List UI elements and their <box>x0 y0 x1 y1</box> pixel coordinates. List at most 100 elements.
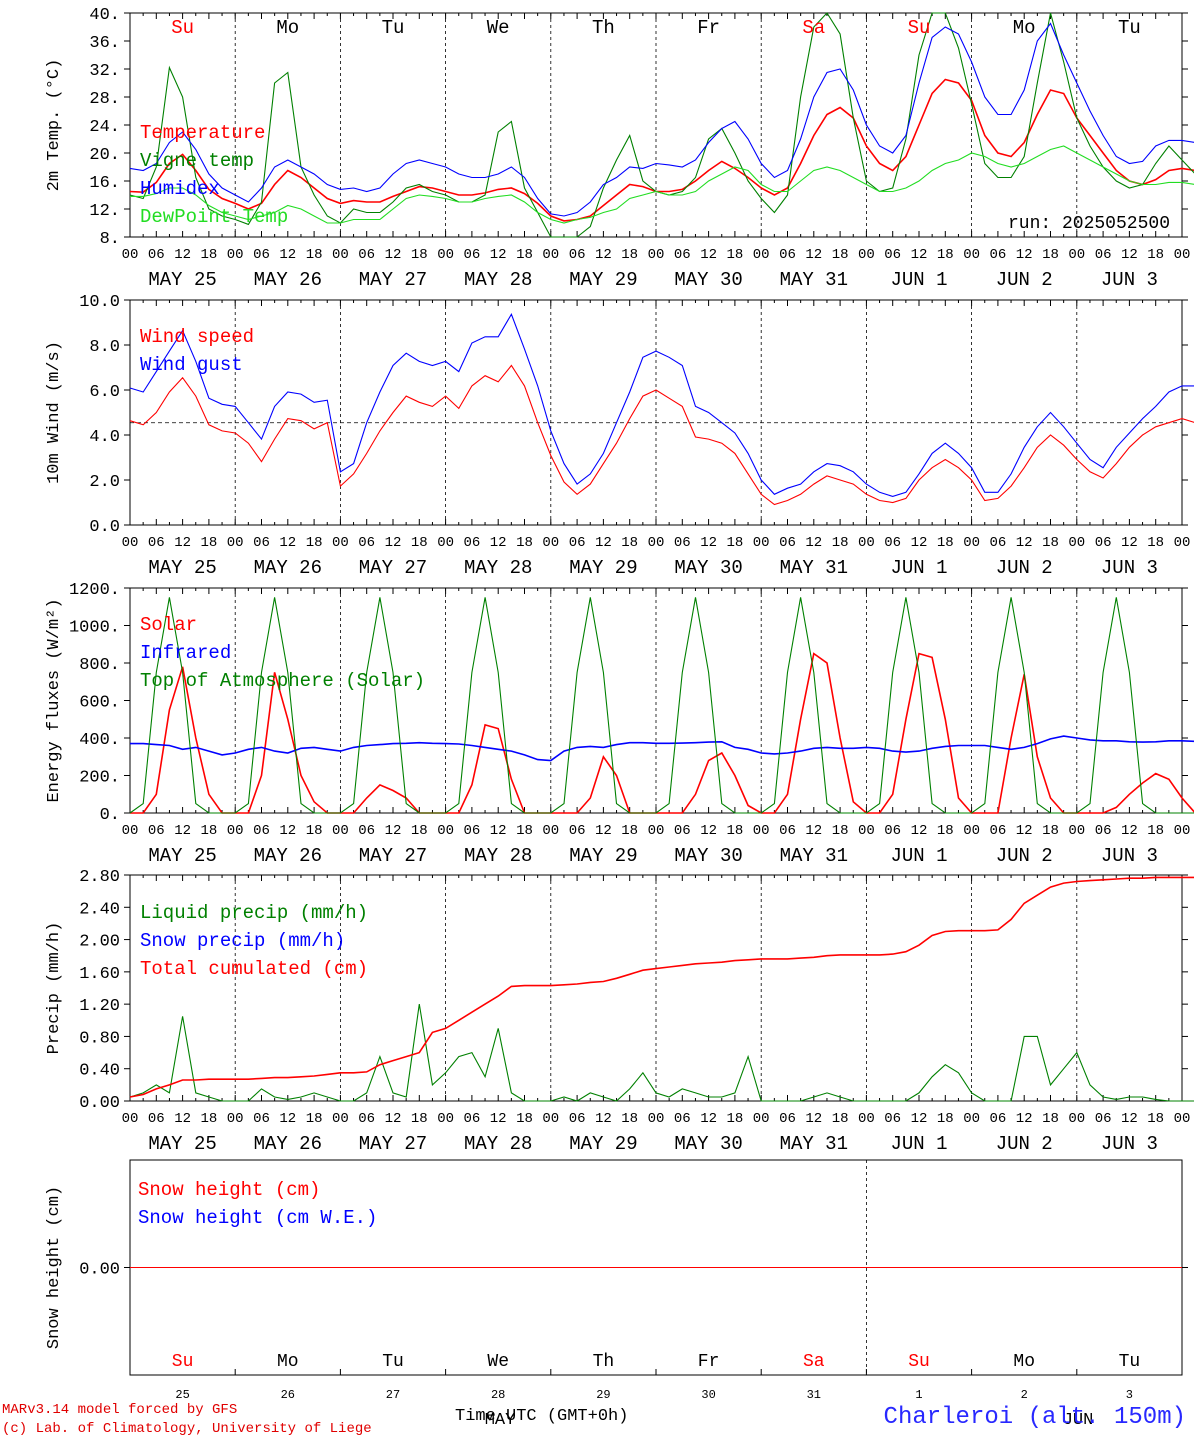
legend-entry: Solar <box>140 614 197 636</box>
hour-label: 18 <box>726 823 743 839</box>
series-line-solar <box>130 652 1194 814</box>
hour-label: 12 <box>279 535 296 551</box>
day-number-label: 26 <box>281 1388 295 1402</box>
hour-label: 00 <box>753 1111 770 1127</box>
plot-frame-temp <box>129 12 1183 238</box>
hour-label: 00 <box>332 247 349 263</box>
hour-label: 12 <box>174 823 191 839</box>
hour-label: 18 <box>411 823 428 839</box>
hour-label: 18 <box>1147 823 1164 839</box>
hour-label: 00 <box>542 823 559 839</box>
hour-label: 18 <box>411 535 428 551</box>
day-of-week-label-bottom: Su <box>172 1352 194 1372</box>
hour-label: 18 <box>1042 823 1059 839</box>
date-label: MAY 27 <box>359 845 427 867</box>
date-label: MAY 29 <box>569 557 637 579</box>
hour-label: 06 <box>1095 247 1112 263</box>
legend-entry: Snow height (cm W.E.) <box>138 1207 377 1229</box>
series-line-wind-speed <box>129 364 1194 506</box>
hour-label: 12 <box>1016 823 1033 839</box>
hour-label: 00 <box>1068 1111 1085 1127</box>
day-of-week-label-bottom: Tu <box>1119 1352 1141 1372</box>
day-of-week-label-bottom: Tu <box>382 1352 404 1372</box>
hour-label: 18 <box>1042 1111 1059 1127</box>
hour-label: 06 <box>148 247 165 263</box>
day-of-week-label-bottom: Su <box>908 1352 930 1372</box>
day-of-week-label-bottom: Sa <box>803 1352 825 1372</box>
model-credit: MARv3.14 model forced by GFS <box>2 1402 238 1418</box>
hour-label: 06 <box>358 823 375 839</box>
legend-entry: Top of Atmosphere (Solar) <box>140 670 425 692</box>
date-label: MAY 26 <box>254 557 322 579</box>
date-label: MAY 30 <box>674 269 742 291</box>
hour-label: 12 <box>174 535 191 551</box>
date-label: MAY 27 <box>359 269 427 291</box>
hour-label: 00 <box>122 535 139 551</box>
series-line-dewpoint-temp <box>130 145 1194 224</box>
hour-label: 18 <box>937 823 954 839</box>
hour-label: 12 <box>279 823 296 839</box>
day-number-label: 29 <box>596 1388 610 1402</box>
hour-label: 00 <box>227 247 244 263</box>
hour-label: 12 <box>700 535 717 551</box>
hour-label: 00 <box>648 1111 665 1127</box>
hour-label: 18 <box>937 247 954 263</box>
hour-label: 00 <box>1174 247 1191 263</box>
run-label: run: 2025052500 <box>1008 214 1170 234</box>
y-tick-label: 40. <box>89 6 120 25</box>
hour-label: 18 <box>200 823 217 839</box>
legend-entry: Temperature <box>140 122 265 144</box>
hour-label: 00 <box>753 823 770 839</box>
hour-label: 00 <box>227 535 244 551</box>
y-axis-label-energy: Energy fluxes (W/m²) <box>45 598 64 802</box>
legend-entry: DewPoint Temp <box>140 206 288 228</box>
hour-label: 12 <box>490 535 507 551</box>
hour-label: 12 <box>1016 1111 1033 1127</box>
hour-label: 00 <box>963 535 980 551</box>
day-number-label: 2 <box>1021 1388 1028 1402</box>
day-number-label: 1 <box>915 1388 922 1402</box>
hour-label: 06 <box>253 535 270 551</box>
hour-label: 12 <box>490 247 507 263</box>
hour-label: 18 <box>200 1111 217 1127</box>
day-number-label: 27 <box>386 1388 400 1402</box>
date-label: MAY 28 <box>464 845 532 867</box>
hour-label: 18 <box>200 535 217 551</box>
hour-label: 06 <box>1095 1111 1112 1127</box>
hour-label: 12 <box>805 535 822 551</box>
hour-label: 18 <box>726 1111 743 1127</box>
y-tick-label: 6.0 <box>89 383 120 402</box>
hour-label: 12 <box>595 247 612 263</box>
hour-label: 12 <box>911 247 928 263</box>
hour-label: 06 <box>253 823 270 839</box>
y-tick-label: 20. <box>89 146 120 165</box>
hour-label: 06 <box>253 1111 270 1127</box>
hour-label: 12 <box>490 823 507 839</box>
legend-entry: Humidex <box>140 178 220 200</box>
hour-label: 06 <box>674 1111 691 1127</box>
y-tick-label: 2.80 <box>79 868 120 887</box>
hour-label: 06 <box>1095 535 1112 551</box>
hour-label: 12 <box>385 1111 402 1127</box>
hour-label: 18 <box>621 247 638 263</box>
hour-label: 00 <box>858 1111 875 1127</box>
y-tick-label: 0.00 <box>79 1261 120 1280</box>
y-tick-label: 24. <box>89 118 120 137</box>
day-of-week-label: We <box>487 17 510 39</box>
month-label: JUN <box>1063 1411 1094 1430</box>
y-tick-label: 1200. <box>69 581 120 600</box>
date-label: MAY 28 <box>464 1133 532 1155</box>
hour-label: 06 <box>569 823 586 839</box>
date-label: MAY 30 <box>674 845 742 867</box>
hour-label: 00 <box>648 823 665 839</box>
date-label: MAY 28 <box>464 557 532 579</box>
hour-label: 00 <box>648 535 665 551</box>
hour-label: 00 <box>437 535 454 551</box>
day-of-week-label: Th <box>592 17 615 39</box>
day-of-week-label: Fr <box>697 17 720 39</box>
hour-label: 12 <box>1121 535 1138 551</box>
day-of-week-label-bottom: Mo <box>1013 1352 1035 1372</box>
legend-entry: Snow height (cm) <box>138 1179 320 1201</box>
hour-label: 06 <box>463 535 480 551</box>
